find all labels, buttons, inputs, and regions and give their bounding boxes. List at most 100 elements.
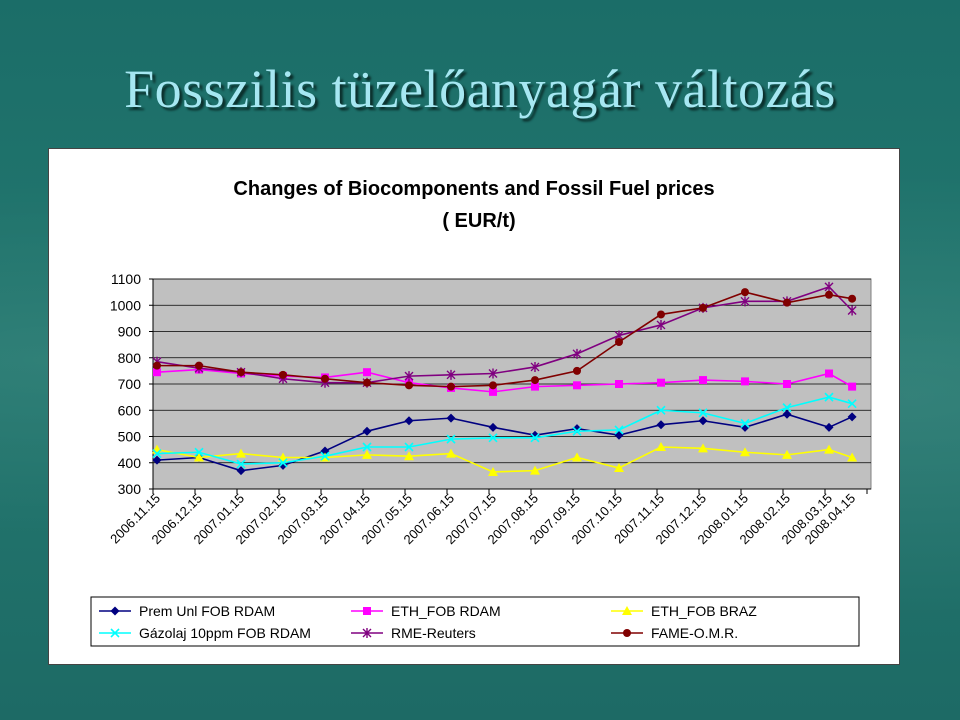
data-point [278, 458, 288, 468]
data-point [530, 433, 540, 443]
data-point [573, 366, 581, 375]
series-line [156, 285, 853, 384]
data-point [614, 425, 624, 435]
data-point [320, 451, 330, 461]
chart-title: Changes of Biocomponents and Fossil Fuel… [233, 178, 714, 200]
slide-title: Fosszilis tüzelőanyagár változás [124, 59, 836, 119]
legend-item: Prem Unl FOB RDAM [99, 603, 275, 619]
data-point [236, 466, 246, 476]
series-line [156, 413, 853, 472]
data-point [656, 405, 666, 415]
data-point [848, 294, 857, 303]
data-point [531, 382, 539, 391]
data-point [698, 416, 708, 426]
data-point [657, 310, 665, 319]
data-point [782, 403, 792, 413]
y-tick-label: 300 [118, 481, 142, 497]
data-point [236, 459, 246, 469]
data-point [530, 465, 540, 475]
data-point [847, 305, 857, 316]
data-point [573, 381, 581, 390]
data-point [362, 426, 372, 436]
data-point [740, 296, 750, 307]
data-point [657, 378, 665, 387]
data-point [404, 451, 414, 461]
data-point [698, 408, 708, 418]
data-point [783, 380, 791, 388]
legend-label: ETH_FOB BRAZ [651, 603, 757, 619]
y-tick-label: 600 [118, 402, 142, 418]
chart-frame: Changes of Biocomponents and Fossil Fuel… [48, 148, 900, 665]
line-chart: Changes of Biocomponents and Fossil Fuel… [90, 178, 872, 647]
series-line [156, 396, 853, 465]
data-point [279, 370, 287, 379]
data-point [824, 392, 834, 402]
series-3 [152, 392, 857, 469]
data-point [362, 449, 372, 459]
data-point [488, 466, 498, 476]
y-tick-label: 1000 [110, 297, 141, 313]
data-point [446, 369, 456, 380]
data-point [195, 361, 203, 370]
data-point [321, 374, 329, 383]
data-point [404, 442, 414, 452]
legend-label: Gázolaj 10ppm FOB RDAM [139, 625, 311, 641]
data-point [741, 288, 749, 297]
data-point [531, 376, 539, 385]
legend-label: RME-Reuters [391, 625, 476, 641]
series-2 [152, 442, 858, 476]
y-tick-label: 700 [118, 376, 142, 392]
data-point [489, 387, 497, 396]
data-point [363, 378, 371, 387]
legend-item: ETH_FOB BRAZ [611, 603, 757, 619]
data-point [153, 368, 161, 377]
data-point [825, 290, 833, 299]
data-point [740, 447, 750, 457]
data-point [489, 381, 497, 390]
data-point [847, 412, 857, 422]
data-point [825, 369, 833, 378]
data-point [824, 444, 834, 454]
data-point [614, 463, 624, 472]
data-point [824, 281, 834, 292]
legend-item: ETH_FOB RDAM [351, 603, 501, 619]
legend-item: Gázolaj 10ppm FOB RDAM [99, 625, 311, 641]
legend-marker [110, 606, 120, 616]
data-point [194, 447, 204, 457]
data-point [363, 368, 371, 377]
series-line [156, 368, 853, 393]
data-point [194, 452, 204, 462]
y-tick-label: 400 [118, 455, 142, 471]
legend-marker [622, 606, 632, 615]
series-5 [153, 288, 857, 391]
data-point [404, 371, 414, 382]
legend-item: RME-Reuters [351, 625, 476, 641]
data-point [782, 449, 792, 459]
data-point [488, 368, 498, 379]
data-point [615, 338, 623, 346]
chart-subtitle: ( EUR/t) [442, 210, 515, 232]
data-point [446, 413, 456, 423]
data-point [740, 418, 750, 428]
y-tick-label: 800 [118, 350, 142, 366]
legend-marker [363, 607, 371, 615]
series-line [157, 291, 853, 388]
data-point [488, 422, 498, 432]
data-point [153, 361, 161, 370]
data-point [237, 368, 245, 377]
legend-marker [362, 628, 372, 638]
data-point [656, 319, 666, 330]
data-point [572, 426, 582, 436]
data-point [572, 348, 582, 359]
data-point [615, 380, 623, 388]
data-point [447, 382, 455, 391]
data-point [656, 442, 666, 451]
data-point [446, 434, 456, 444]
data-point [824, 422, 834, 432]
data-point [572, 452, 582, 462]
legend-marker [110, 628, 120, 638]
data-point [152, 455, 162, 465]
data-point [847, 452, 858, 462]
data-point [152, 448, 162, 459]
data-point [783, 298, 791, 307]
